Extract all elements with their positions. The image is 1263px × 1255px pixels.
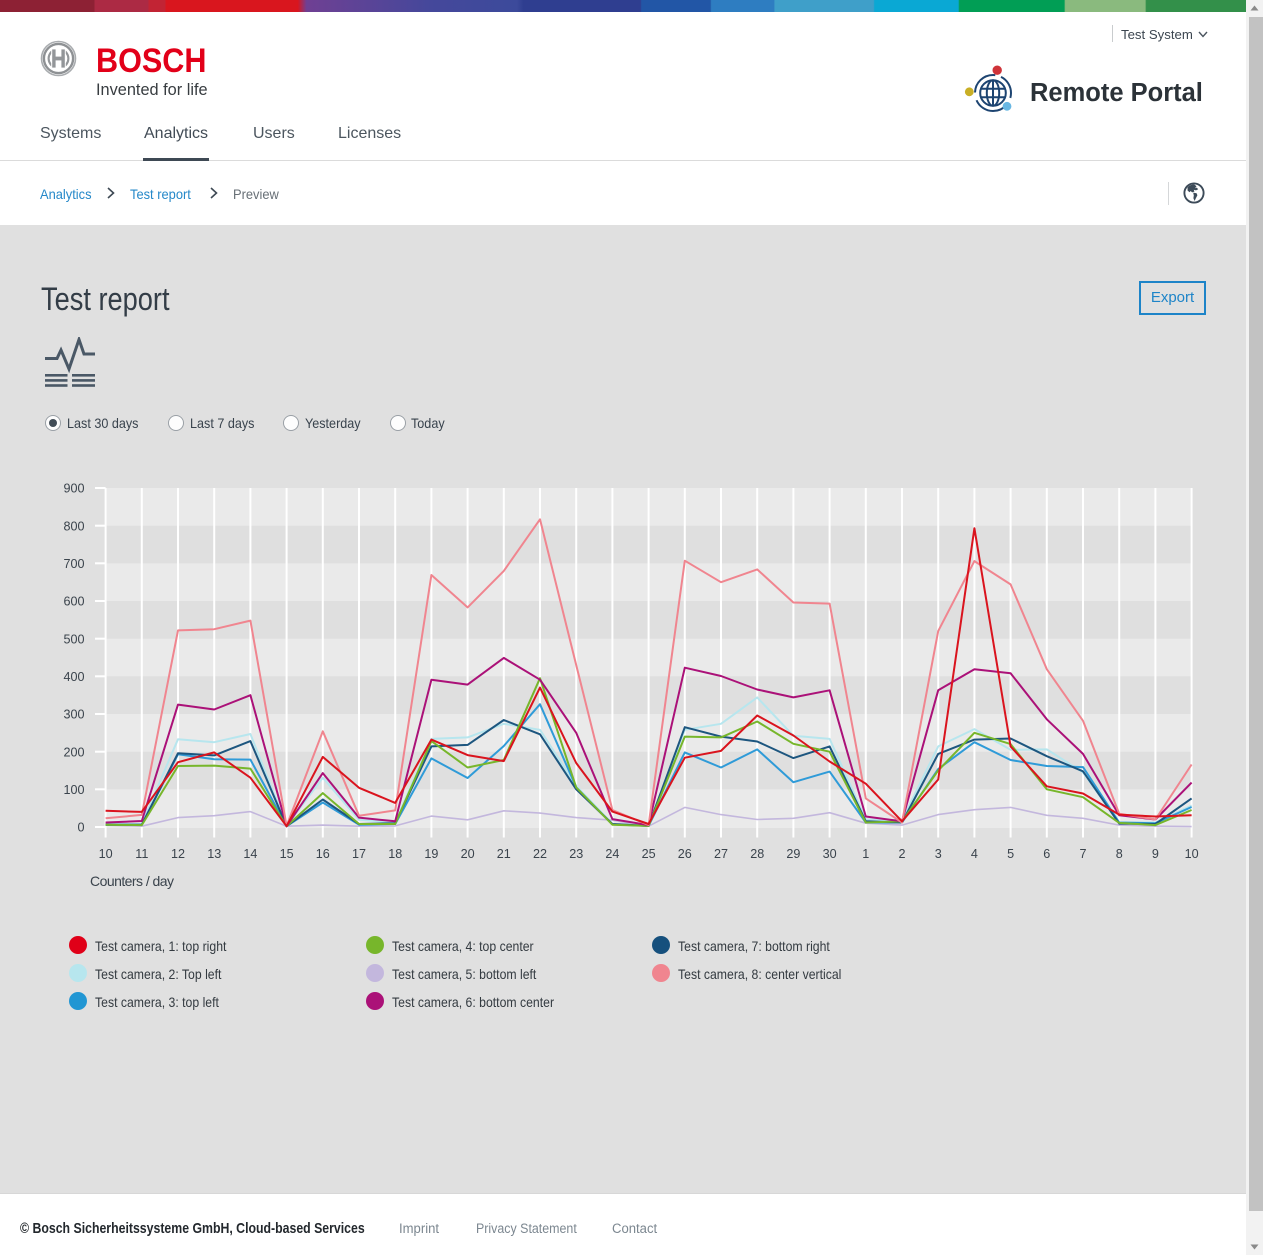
svg-text:600: 600 (63, 595, 84, 609)
svg-text:25: 25 (642, 847, 656, 861)
svg-text:24: 24 (605, 847, 619, 861)
svg-text:10: 10 (1185, 847, 1199, 861)
svg-text:30: 30 (823, 847, 837, 861)
svg-text:19: 19 (424, 847, 438, 861)
svg-text:12: 12 (171, 847, 185, 861)
svg-text:17: 17 (352, 847, 366, 861)
svg-text:3: 3 (935, 847, 942, 861)
svg-text:900: 900 (63, 482, 84, 496)
svg-text:1: 1 (862, 847, 869, 861)
svg-text:800: 800 (63, 519, 84, 533)
svg-text:7: 7 (1079, 847, 1086, 861)
svg-text:20: 20 (461, 847, 475, 861)
svg-text:100: 100 (63, 783, 84, 797)
svg-text:9: 9 (1152, 847, 1159, 861)
svg-text:6: 6 (1043, 847, 1050, 861)
svg-text:14: 14 (243, 847, 257, 861)
svg-text:2: 2 (898, 847, 905, 861)
svg-text:11: 11 (135, 847, 148, 861)
svg-text:27: 27 (714, 847, 728, 861)
svg-text:400: 400 (63, 670, 84, 684)
svg-text:16: 16 (316, 847, 330, 861)
svg-text:0: 0 (77, 821, 84, 835)
svg-text:700: 700 (63, 557, 84, 571)
svg-text:200: 200 (63, 745, 84, 759)
svg-text:23: 23 (569, 847, 583, 861)
svg-text:28: 28 (750, 847, 764, 861)
svg-text:8: 8 (1116, 847, 1123, 861)
svg-text:5: 5 (1007, 847, 1014, 861)
svg-text:13: 13 (207, 847, 221, 861)
svg-text:21: 21 (497, 847, 511, 861)
svg-text:Counters / day: Counters / day (90, 873, 174, 889)
svg-text:18: 18 (388, 847, 402, 861)
svg-text:29: 29 (786, 847, 800, 861)
svg-text:10: 10 (99, 847, 113, 861)
svg-text:300: 300 (63, 708, 84, 722)
svg-text:22: 22 (533, 847, 547, 861)
svg-text:500: 500 (63, 632, 84, 646)
svg-text:26: 26 (678, 847, 692, 861)
svg-text:4: 4 (971, 847, 978, 861)
svg-text:15: 15 (280, 847, 294, 861)
